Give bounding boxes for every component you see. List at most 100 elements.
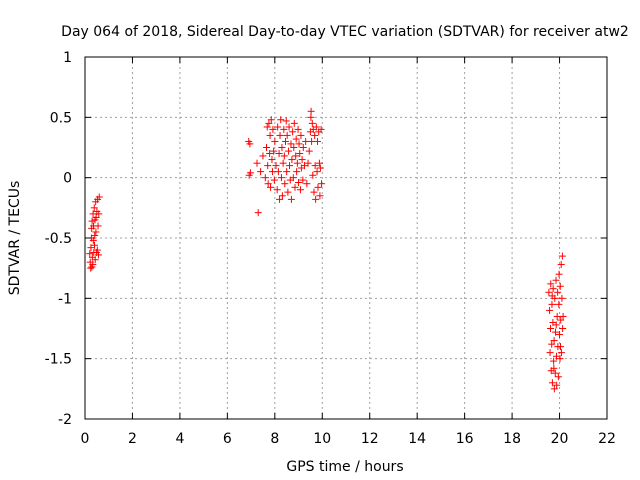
data-point-marker [296,150,304,158]
data-point-marker [550,385,558,393]
data-point-marker [92,213,100,221]
data-point-marker [266,131,274,139]
x-tick-label: 20 [551,431,569,447]
data-point-marker [90,204,98,212]
y-tick-label: -1 [58,291,72,307]
data-point-marker [299,176,307,184]
y-tick-label: -2 [58,412,72,428]
data-point-marker [551,369,559,377]
x-tick-label: 22 [598,431,616,447]
data-point-marker [253,159,261,167]
data-point-marker [91,256,99,264]
data-point-marker [284,188,292,196]
data-point-marker [550,357,558,365]
data-point-marker [268,156,276,164]
data-point-marker [87,264,95,272]
data-point-marker [264,180,272,188]
data-point-marker [287,140,295,148]
data-point-marker [300,162,308,170]
data-point-marker [281,137,289,145]
data-point-marker [314,137,322,145]
data-point-marker [559,312,567,320]
data-point-marker [554,373,562,381]
data-point-marker [273,186,281,194]
data-point-marker [559,325,567,332]
y-tick-label: 1 [63,50,72,66]
data-point-marker [289,128,297,136]
x-tick-label: 16 [456,431,474,447]
data-point-marker [547,325,555,332]
data-point-marker [254,209,262,217]
data-point-marker [268,168,276,176]
data-point-marker [558,294,566,302]
x-tick-label: 0 [81,431,90,447]
data-point-marker [305,147,313,155]
data-point-marker [283,131,291,139]
data-point-marker [281,180,289,188]
y-tick-label: 0 [63,171,72,187]
data-point-marker [270,147,278,155]
data-point-marker [548,292,556,300]
x-tick-label: 2 [128,431,137,447]
data-point-marker [265,119,273,127]
data-point-marker [269,125,277,133]
data-point-marker [274,168,282,176]
data-point-marker [272,162,280,170]
data-points [86,107,567,393]
data-point-marker [292,152,300,160]
x-tick-labels: 0 2 4 6 8 10 12 14 16 18 20 22 [81,431,616,447]
data-point-marker [292,135,300,143]
data-point-marker [315,159,323,167]
data-point-marker [548,379,556,387]
data-point-marker [313,168,321,176]
data-point-marker [303,180,311,188]
data-point-marker [308,137,316,145]
data-point-marker [316,192,324,200]
data-point-marker [290,144,298,151]
data-point-marker [271,137,279,145]
x-tick-label: 10 [313,431,331,447]
data-point-marker [288,156,296,164]
data-point-marker [93,246,101,254]
x-tick-label: 4 [175,431,184,447]
data-point-marker [88,217,96,225]
data-point-marker [556,355,564,363]
data-point-marker [92,228,100,236]
y-tick-label: -1.5 [45,352,72,368]
y-axis-label: SDTVAR / TECUs [7,181,23,296]
data-point-marker [276,195,284,203]
data-point-marker [291,183,299,191]
y-tick-label: -0.5 [45,231,72,247]
data-point-marker [290,119,298,127]
data-point-marker [88,263,96,271]
data-point-marker [280,125,288,133]
data-point-marker [267,116,275,124]
data-point-marker [280,152,288,160]
x-tick-label: 8 [270,431,279,447]
data-point-marker [287,195,295,203]
y-tick-label: 0.5 [50,110,72,126]
data-point-marker [295,178,303,186]
data-point-marker [552,321,560,329]
data-point-marker [246,140,254,148]
data-point-marker [553,381,561,389]
data-point-marker [310,188,318,196]
data-point-marker [87,244,95,252]
data-point-marker [267,183,275,191]
data-point-marker [311,131,319,139]
data-point-marker [270,176,278,184]
data-point-marker [277,116,285,124]
data-point-marker [546,306,554,314]
data-point-marker [294,125,302,133]
data-point-marker [547,280,555,288]
data-point-marker [309,171,317,179]
data-point-marker [261,174,269,182]
data-point-marker [555,300,563,308]
data-point-marker [552,352,560,360]
data-point-marker [558,252,566,260]
data-point-marker [550,337,558,345]
data-point-marker [285,147,293,155]
data-point-marker [95,193,103,201]
data-point-marker [304,159,312,167]
